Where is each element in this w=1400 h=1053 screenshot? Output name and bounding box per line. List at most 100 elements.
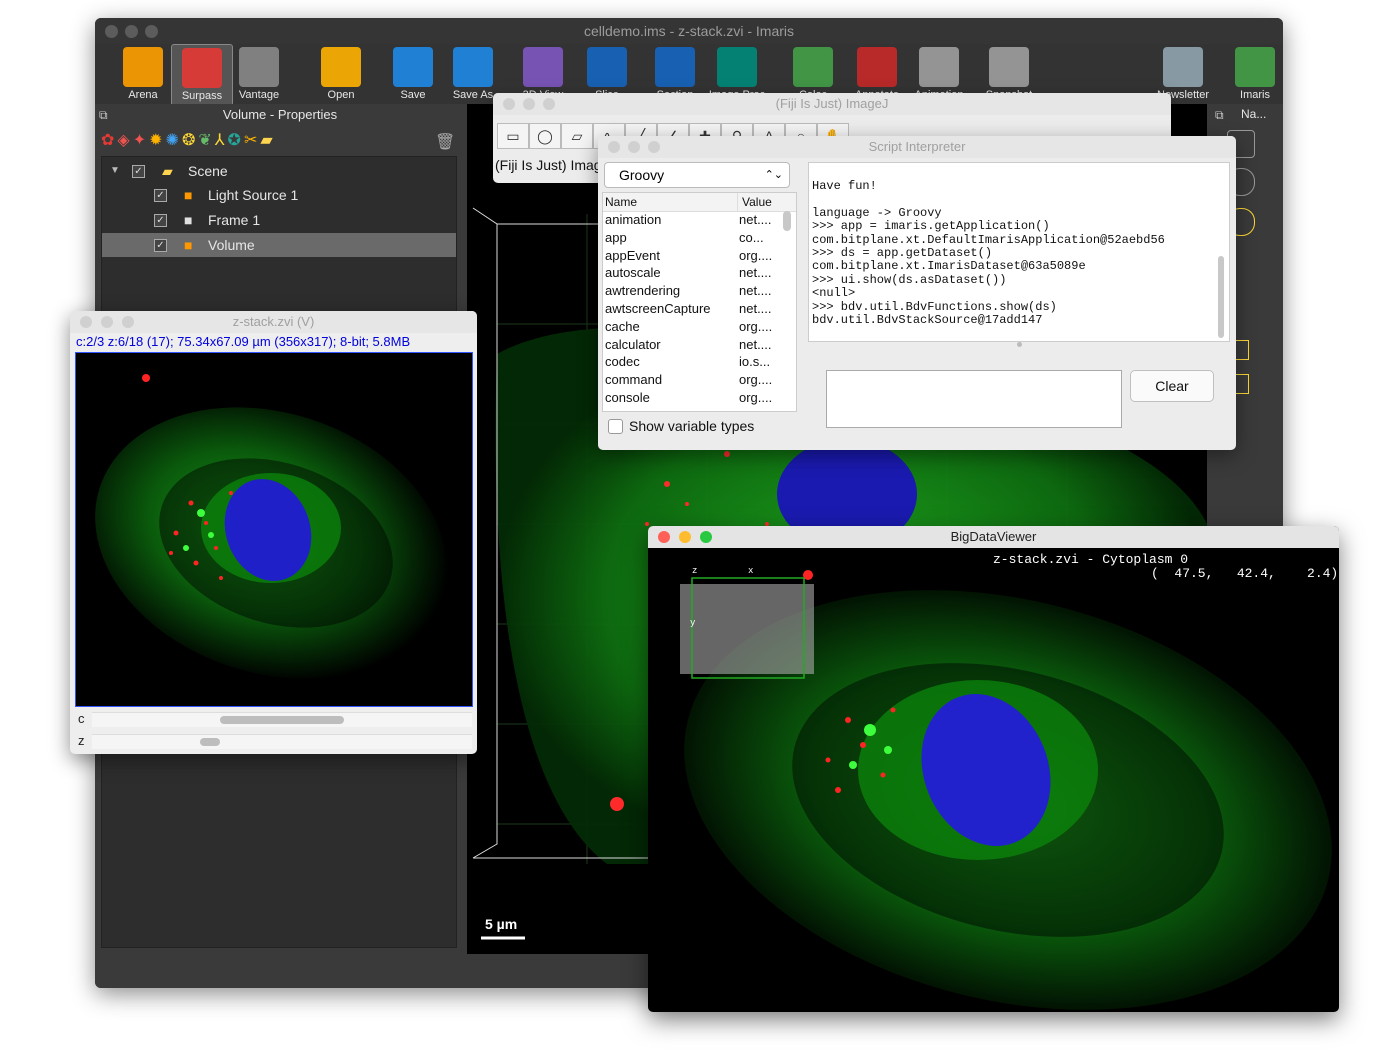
- zoom-window-button[interactable]: [648, 141, 660, 153]
- close-window-button[interactable]: [80, 316, 92, 328]
- minimize-window-button[interactable]: [101, 316, 113, 328]
- polygon-tool-icon[interactable]: ▱: [561, 123, 593, 149]
- console-scrollbar[interactable]: [1218, 256, 1224, 338]
- sun-icon: ■: [184, 187, 193, 203]
- table-scrollbar[interactable]: [783, 211, 791, 231]
- item-checkbox[interactable]: ✓: [154, 239, 167, 252]
- console-line: language -> Groovy: [812, 205, 942, 220]
- z-slider-thumb[interactable]: [199, 738, 220, 746]
- add-points-icon[interactable]: ✺: [165, 132, 182, 149]
- add-spots-icon[interactable]: ✿: [101, 132, 118, 149]
- annotate-icon: [857, 47, 897, 87]
- table-row[interactable]: command org....: [603, 371, 796, 389]
- header-name[interactable]: Name: [605, 195, 638, 209]
- close-window-button[interactable]: [658, 531, 670, 543]
- toolbar-save-button[interactable]: Save: [383, 44, 443, 104]
- zoom-window-button[interactable]: [145, 25, 158, 38]
- minimize-window-button[interactable]: [125, 25, 138, 38]
- z-stack-titlebar: z-stack.zvi (V): [70, 311, 477, 333]
- imagej-title: (Fiji Is Just) ImageJ: [775, 96, 889, 111]
- item-checkbox[interactable]: ✓: [154, 214, 167, 227]
- table-row[interactable]: cache org....: [603, 318, 796, 336]
- add-surface-icon[interactable]: ◈: [117, 132, 133, 149]
- channel-slider-thumb[interactable]: [220, 716, 344, 724]
- variables-table[interactable]: Name Value animation net.... app co... appEv…: [602, 192, 797, 412]
- zoom-window-button[interactable]: [543, 98, 555, 110]
- table-row[interactable]: calculator net....: [603, 336, 796, 354]
- scale-bar-label: 5 µm: [485, 916, 518, 932]
- console-line: bdv.util.BdvStackSource@17add147: [812, 313, 1043, 327]
- add-axis-icon[interactable]: ⅄: [214, 132, 228, 149]
- minimize-window-button[interactable]: [679, 531, 691, 543]
- split-handle[interactable]: [1017, 342, 1022, 347]
- console-line: >>> bdv.util.BdvFunctions.show(ds): [812, 299, 1057, 314]
- language-select[interactable]: Groovy ⌃⌄: [604, 162, 790, 188]
- trash-icon[interactable]: 🗑: [435, 134, 456, 151]
- toolbar-save-as-button[interactable]: Save As: [443, 44, 503, 104]
- table-row[interactable]: animation net....: [603, 211, 796, 229]
- console-line: >>> ui.show(ds.asDataset()): [812, 272, 1007, 287]
- add-cells-icon[interactable]: ✦: [132, 132, 150, 149]
- minimize-window-button[interactable]: [523, 98, 535, 110]
- close-window-button[interactable]: [608, 141, 620, 153]
- add-color-icon[interactable]: ❂: [181, 132, 199, 149]
- toolbar-surpass-button[interactable]: Surpass: [171, 44, 233, 106]
- var-value: org....: [739, 247, 773, 263]
- scene-checkbox[interactable]: ✓: [132, 165, 145, 178]
- toolbar-newsletter-button[interactable]: Newsletter: [1153, 44, 1213, 104]
- clear-button[interactable]: Clear: [1130, 370, 1214, 402]
- table-row[interactable]: awtscreenCapture net....: [603, 300, 796, 318]
- header-value[interactable]: Value: [737, 193, 772, 211]
- add-folder-icon[interactable]: ▰: [260, 132, 276, 149]
- zoom-window-button[interactable]: [122, 316, 134, 328]
- table-header: Name Value: [603, 193, 796, 212]
- cut-icon[interactable]: ✂: [243, 132, 261, 149]
- toolbar-imaris-button[interactable]: Imaris: [1225, 44, 1283, 104]
- chevron-down-icon[interactable]: ▼: [110, 165, 120, 176]
- table-row[interactable]: awtrendering net....: [603, 282, 796, 300]
- undock-right-icon[interactable]: ⧉: [1215, 108, 1224, 122]
- table-row[interactable]: codec io.s...: [603, 353, 796, 371]
- close-window-button[interactable]: [105, 25, 118, 38]
- 3d-view-icon: [523, 47, 563, 87]
- z-slider[interactable]: [92, 734, 472, 749]
- table-row[interactable]: console org....: [603, 389, 796, 407]
- camera-icon: [989, 47, 1029, 87]
- script-input[interactable]: [826, 370, 1122, 428]
- rectangle-tool-icon[interactable]: ▭: [497, 123, 529, 149]
- tree-row-frame-1[interactable]: ✓ ■ Frame 1: [102, 208, 456, 232]
- toolbar-open-button[interactable]: Open: [311, 44, 371, 104]
- item-label: Frame 1: [208, 212, 261, 228]
- console-output[interactable]: Have fun! language -> Groovy >>> app = ima…: [808, 162, 1230, 342]
- var-name: command: [605, 372, 663, 388]
- bigdataviewer-window: BigDataViewer z x y z-stack.zvi - Cyt: [648, 526, 1339, 1012]
- add-leaf-icon[interactable]: ❦: [198, 132, 215, 149]
- channel-slider[interactable]: [92, 712, 472, 727]
- add-filaments-icon[interactable]: ✹: [149, 132, 166, 149]
- show-types-checkbox[interactable]: [608, 419, 623, 434]
- tree-row-volume[interactable]: ✓ ■ Volume: [102, 233, 456, 257]
- tree-row-scene[interactable]: ▼ ✓ ▰ Scene: [102, 159, 456, 183]
- table-row[interactable]: app co...: [603, 229, 796, 247]
- oval-tool-icon[interactable]: ◯: [529, 123, 561, 149]
- arena-icon: [123, 47, 163, 87]
- table-row[interactable]: autoscale net....: [603, 264, 796, 282]
- tree-row-light-source-1[interactable]: ✓ ■ Light Source 1: [102, 183, 456, 207]
- imagej-status: (Fiji Is Just) ImageJ: [495, 157, 617, 173]
- bdv-render: [680, 570, 1332, 1010]
- var-value: net....: [739, 336, 772, 352]
- close-window-button[interactable]: [503, 98, 515, 110]
- zoom-window-button[interactable]: [700, 531, 712, 543]
- minimize-window-button[interactable]: [628, 141, 640, 153]
- table-row[interactable]: appEvent org....: [603, 247, 796, 265]
- toolbar-slice-button[interactable]: Slice: [577, 44, 637, 104]
- toolbar-arena-button[interactable]: Arena: [113, 44, 173, 104]
- image-canvas[interactable]: [75, 352, 473, 707]
- item-checkbox[interactable]: ✓: [154, 189, 167, 202]
- toolbar-vantage-button[interactable]: Vantage: [229, 44, 289, 104]
- frame-icon: ■: [184, 212, 193, 228]
- bdv-title: BigDataViewer: [950, 529, 1037, 544]
- undock-icon[interactable]: ⧉: [99, 108, 108, 122]
- add-ring-icon[interactable]: ✪: [227, 132, 244, 149]
- bdv-canvas[interactable]: z x y z-stack.zvi - Cytoplasm 0 ( 47.5, …: [648, 550, 1339, 1012]
